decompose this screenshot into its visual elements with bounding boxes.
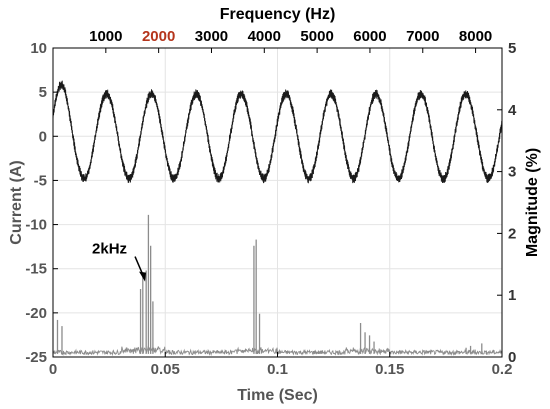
x2-tick-label: 2000 — [142, 28, 175, 45]
x2-tick-label: 5000 — [300, 28, 333, 45]
x2-tick-label: 7000 — [406, 28, 439, 45]
right-axis-label: Magnitude (%) — [524, 148, 541, 257]
right-axis-ticks: 5 4 3 2 1 0 — [497, 40, 517, 366]
y2-tick-label: 2 — [508, 225, 516, 242]
annotation-arrowhead — [139, 271, 147, 282]
top-axis-label: Frequency (Hz) — [220, 6, 336, 23]
y-tick-label: 10 — [30, 40, 47, 57]
x2-tick-label: 3000 — [195, 28, 228, 45]
current-series — [52, 80, 503, 184]
grid-lines — [52, 47, 503, 358]
bottom-axis-ticks: 0 0.05 0.1 0.15 0.2 — [49, 352, 513, 378]
x-tick-label: 0.1 — [267, 361, 288, 378]
y2-tick-label: 0 — [508, 349, 516, 366]
x2-tick-label: 4000 — [248, 28, 281, 45]
x-tick-label: 0.2 — [492, 361, 513, 378]
y2-tick-label: 1 — [508, 287, 516, 304]
annotation-group: 2kHz — [92, 241, 147, 282]
y-tick-label: -20 — [25, 305, 47, 322]
annotation-label: 2kHz — [92, 241, 127, 258]
y-tick-label: -25 — [25, 349, 47, 366]
x2-tick-label: 8000 — [459, 28, 492, 45]
current-line — [52, 80, 503, 184]
x-tick-label: 0.15 — [375, 361, 404, 378]
y-tick-label: -5 — [34, 172, 47, 189]
x-tick-label: 0 — [49, 361, 57, 378]
x-axis-label: Time (Sec) — [237, 387, 318, 404]
y-tick-label: 5 — [39, 84, 47, 101]
x2-tick-label: 6000 — [353, 28, 386, 45]
top-axis-ticks: 1000 2000 3000 4000 5000 6000 7000 8000 — [89, 28, 492, 53]
y-tick-label: 0 — [39, 128, 47, 145]
y-tick-label: -10 — [25, 217, 47, 234]
y2-tick-label: 5 — [508, 40, 516, 57]
y-tick-label: -15 — [25, 261, 47, 278]
left-axis-ticks: 10 5 0 -5 -10 -15 -20 -25 — [25, 40, 58, 366]
y2-tick-label: 4 — [508, 102, 517, 119]
y2-tick-label: 3 — [508, 164, 516, 181]
x-tick-label: 0.05 — [151, 361, 180, 378]
y-axis-label: Current (A) — [8, 160, 25, 244]
x2-tick-label: 1000 — [89, 28, 122, 45]
